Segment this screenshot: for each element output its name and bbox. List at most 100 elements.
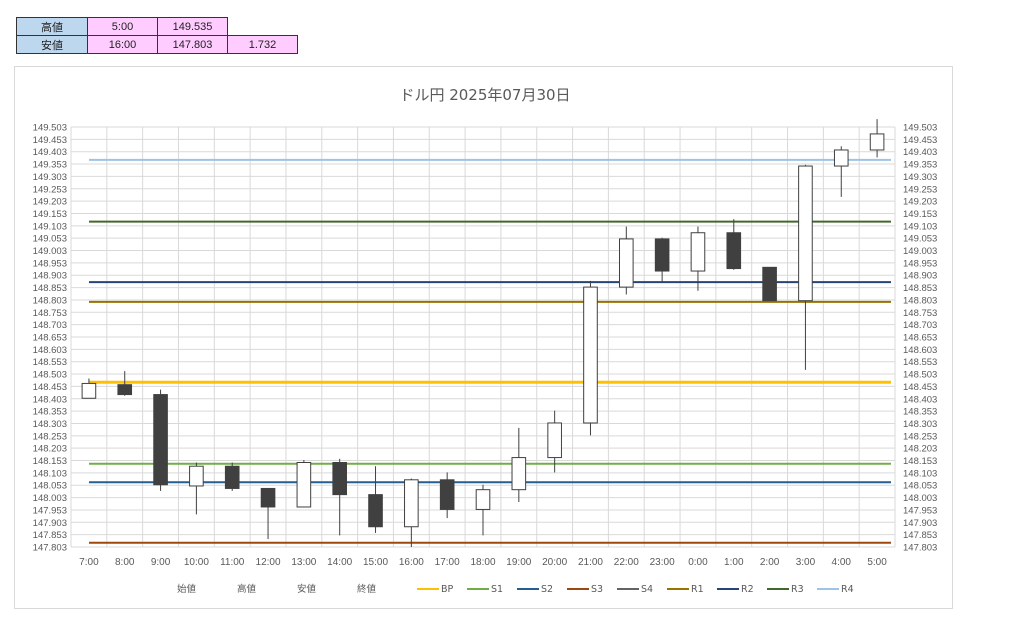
candle-body [583,286,598,424]
y-tick-label-right: 149.053 [903,234,937,245]
candle-body [475,489,491,510]
legend-entry: BP [441,584,454,595]
x-tick-label: 16:00 [399,557,424,568]
y-tick-label-right: 149.303 [903,172,937,183]
y-tick-label-left: 148.103 [33,468,67,479]
y-tick-label-right: 148.253 [903,431,937,442]
y-tick-label-right: 148.453 [903,382,937,393]
summary-row-low: 安値 16:00 147.803 1.732 [16,35,298,54]
y-tick-label-left: 148.653 [33,333,67,344]
y-tick-label-left: 149.253 [33,184,67,195]
legend-entry: 終値 [357,583,377,595]
candle-body [404,479,419,528]
candle-body [260,487,276,508]
candle-body [762,266,777,302]
low-time: 16:00 [87,35,158,54]
y-tick-label-left: 148.003 [33,493,67,504]
y-tick-label-right: 148.403 [903,394,937,405]
x-tick-label: 0:00 [688,557,708,568]
high-low-summary-table: 高値 5:00 149.535 安値 16:00 147.803 1.732 [16,17,298,54]
chart-title: ドル円 2025年07月30日 [399,86,570,104]
y-tick-label-right: 148.653 [903,333,937,344]
y-tick-label-left: 149.453 [33,135,67,146]
legend-entry: S2 [541,584,553,595]
legend-entry: R1 [691,584,704,595]
candle-body [798,165,813,302]
y-tick-label-left: 148.203 [33,444,67,455]
x-tick-label: 11:00 [220,557,245,568]
candle-body [153,394,168,486]
y-tick-label-right: 148.503 [903,370,937,381]
y-tick-label-right: 149.453 [903,135,937,146]
legend-entry: 安値 [297,583,317,595]
x-tick-label: 13:00 [291,557,316,568]
x-tick-label: 9:00 [151,557,171,568]
y-tick-label-left: 148.753 [33,308,67,319]
candle-body [296,462,312,508]
y-tick-label-left: 148.303 [33,419,67,430]
x-tick-label: 15:00 [363,557,388,568]
y-tick-label-left: 148.053 [33,481,67,492]
y-tick-label-left: 149.203 [33,197,67,208]
y-tick-label-left: 149.503 [33,123,67,134]
y-tick-label-left: 148.953 [33,258,67,269]
x-tick-label: 5:00 [867,557,887,568]
legend-entry: R3 [791,584,804,595]
candle-body [81,382,97,399]
y-tick-label-left: 149.053 [33,234,67,245]
y-tick-label-right: 147.853 [903,530,937,541]
high-value: 149.535 [157,17,228,36]
y-tick-label-left: 148.603 [33,345,67,356]
y-tick-label-right: 148.353 [903,407,937,418]
y-tick-label-left: 148.903 [33,271,67,282]
y-tick-label-right: 149.203 [903,197,937,208]
x-tick-label: 20:00 [542,557,567,568]
y-tick-label-left: 148.803 [33,295,67,306]
candle-body [726,232,742,270]
candle-body [618,238,634,288]
high-range-empty [228,18,298,36]
y-tick-label-right: 148.303 [903,419,937,430]
legend-entry: 始値 [177,583,197,595]
candle-body [224,465,240,489]
y-tick-label-right: 147.953 [903,505,937,516]
y-tick-label-right: 148.903 [903,271,937,282]
chart-area: ドル円 2025年07月30日 149.503 149.503 149.453 149… [14,66,953,609]
x-tick-label: 21:00 [578,557,603,568]
candle-body [117,384,133,396]
legend-entry: R4 [841,584,854,595]
high-time: 5:00 [87,17,158,36]
y-tick-label-left: 148.453 [33,382,67,393]
candle-body [869,133,885,151]
candle-body [547,422,562,459]
y-tick-label-right: 148.853 [903,283,937,294]
candle-body [439,479,455,510]
x-tick-label: 23:00 [650,557,675,568]
y-tick-label-right: 148.153 [903,456,937,467]
y-tick-label-left: 147.853 [33,530,67,541]
y-tick-label-right: 148.703 [903,320,937,331]
y-tick-label-left: 148.553 [33,357,67,368]
y-tick-label-right: 148.553 [903,357,937,368]
legend-entry: S1 [491,584,503,595]
y-tick-label-left: 148.403 [33,394,67,405]
y-tick-label-right: 148.603 [903,345,937,356]
x-tick-label: 12:00 [256,557,281,568]
legend-entry: S4 [641,584,653,595]
candle-body [833,149,849,167]
x-tick-label: 3:00 [796,557,816,568]
y-tick-label-right: 148.003 [903,493,937,504]
x-tick-label: 18:00 [470,557,495,568]
y-tick-label-right: 148.203 [903,444,937,455]
x-tick-label: 22:00 [614,557,639,568]
legend-entry: R2 [741,584,754,595]
y-tick-label-left: 148.703 [33,320,67,331]
summary-row-high: 高値 5:00 149.535 [16,17,298,36]
y-tick-label-left: 148.253 [33,431,67,442]
y-tick-label-left: 147.803 [33,543,67,554]
y-tick-label-left: 148.153 [33,456,67,467]
y-tick-label-right: 149.003 [903,246,937,257]
y-tick-label-left: 147.953 [33,505,67,516]
high-label: 高値 [16,17,88,36]
